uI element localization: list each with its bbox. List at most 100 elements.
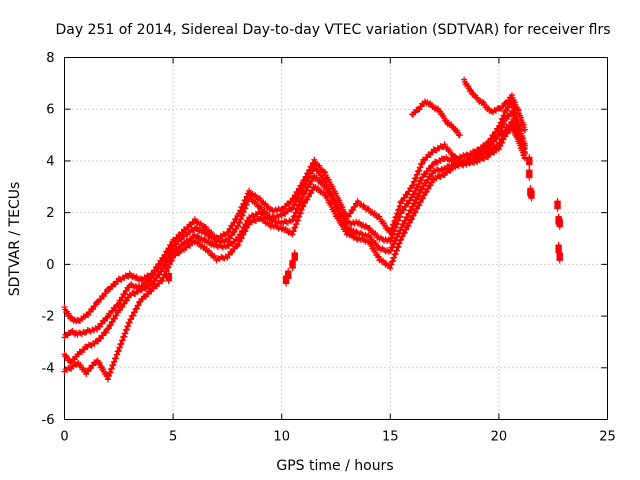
data-point bbox=[409, 160, 426, 189]
x-tick-label: 0 bbox=[60, 430, 68, 445]
data-point bbox=[485, 144, 501, 160]
data-point bbox=[387, 210, 404, 245]
data-point bbox=[441, 154, 457, 164]
y-tick-label: 8 bbox=[46, 51, 54, 66]
data-point bbox=[376, 234, 392, 244]
data-point bbox=[526, 154, 533, 168]
data-point bbox=[83, 359, 100, 378]
data-point bbox=[300, 163, 317, 191]
data-point bbox=[180, 218, 197, 233]
series-track-3 bbox=[61, 108, 528, 366]
data-point bbox=[554, 198, 561, 212]
data-point bbox=[159, 254, 176, 285]
data-point bbox=[104, 348, 122, 383]
data-point bbox=[508, 92, 521, 113]
data-point bbox=[333, 203, 350, 231]
data-point bbox=[291, 249, 298, 264]
data-point bbox=[267, 216, 284, 227]
x-tick-label: 25 bbox=[599, 430, 616, 445]
data-point bbox=[148, 268, 165, 288]
data-point bbox=[83, 325, 99, 336]
data-point bbox=[191, 238, 208, 251]
y-tick-label: 4 bbox=[46, 154, 54, 169]
data-point bbox=[148, 258, 165, 281]
x-axis-label: GPS time / hours bbox=[276, 458, 393, 474]
data-point bbox=[165, 270, 172, 285]
data-point bbox=[474, 145, 490, 159]
data-point bbox=[495, 100, 508, 112]
data-point bbox=[267, 222, 284, 232]
y-tick-label: 6 bbox=[46, 103, 54, 118]
data-point bbox=[267, 205, 284, 215]
data-point bbox=[398, 185, 415, 205]
data-point bbox=[68, 353, 80, 366]
data-point bbox=[278, 217, 295, 227]
data-point bbox=[354, 229, 371, 240]
data-point bbox=[508, 125, 521, 142]
data-point bbox=[437, 108, 449, 124]
x-tick-label: 5 bbox=[169, 430, 177, 445]
data-point bbox=[170, 233, 186, 250]
data-point bbox=[278, 205, 295, 219]
data-point bbox=[104, 278, 121, 293]
data-point bbox=[398, 207, 415, 231]
data-point bbox=[387, 236, 404, 272]
data-point bbox=[289, 203, 306, 238]
chart-title: Day 251 of 2014, Sidereal Day-to-day VTE… bbox=[55, 22, 610, 38]
data-point bbox=[365, 238, 382, 261]
data-point bbox=[387, 227, 404, 254]
data-point bbox=[322, 183, 339, 211]
data-point bbox=[256, 195, 273, 213]
data-point bbox=[213, 253, 229, 264]
data-point bbox=[398, 194, 415, 217]
y-tick-label: -2 bbox=[42, 310, 55, 325]
data-point bbox=[170, 229, 186, 244]
data-point bbox=[256, 215, 273, 228]
data-marks bbox=[61, 76, 563, 383]
y-axis-ticks: -6 -4 -2 0 2 4 6 8 bbox=[42, 51, 608, 428]
data-point bbox=[285, 267, 292, 282]
data-point bbox=[495, 117, 508, 138]
data-point bbox=[430, 165, 447, 175]
data-point bbox=[115, 284, 132, 307]
data-point bbox=[354, 235, 371, 245]
data-point bbox=[115, 272, 132, 283]
data-point bbox=[409, 186, 426, 210]
data-point bbox=[180, 226, 197, 240]
data-point bbox=[213, 236, 229, 246]
data-point bbox=[61, 364, 73, 375]
data-point bbox=[115, 319, 133, 354]
data-point bbox=[94, 326, 110, 345]
y-axis-label: SDTVAR / TECUs bbox=[7, 182, 23, 297]
data-point bbox=[74, 313, 88, 324]
data-point bbox=[322, 169, 339, 197]
data-point bbox=[556, 249, 563, 264]
data-point bbox=[289, 179, 306, 202]
series-track-5 bbox=[409, 98, 463, 139]
data-point bbox=[235, 194, 252, 230]
data-point bbox=[515, 107, 528, 133]
data-point bbox=[278, 198, 295, 213]
data-point bbox=[115, 294, 132, 314]
data-point bbox=[365, 224, 382, 241]
data-point bbox=[508, 108, 521, 131]
data-point bbox=[224, 212, 241, 236]
plot-frame bbox=[64, 57, 608, 420]
series-track-6 bbox=[461, 76, 528, 133]
data-point bbox=[463, 157, 479, 168]
data-point bbox=[526, 167, 533, 181]
data-point bbox=[224, 222, 241, 245]
data-point bbox=[521, 126, 528, 133]
data-point bbox=[461, 76, 473, 95]
data-point bbox=[452, 160, 468, 171]
x-tick-label: 15 bbox=[382, 430, 399, 445]
data-point bbox=[419, 170, 436, 190]
data-point bbox=[278, 225, 295, 237]
y-tick-label: -6 bbox=[42, 413, 55, 428]
data-point bbox=[419, 162, 436, 181]
data-point bbox=[289, 191, 306, 223]
data-point bbox=[94, 314, 110, 333]
data-point bbox=[83, 300, 100, 318]
data-point bbox=[443, 119, 456, 130]
